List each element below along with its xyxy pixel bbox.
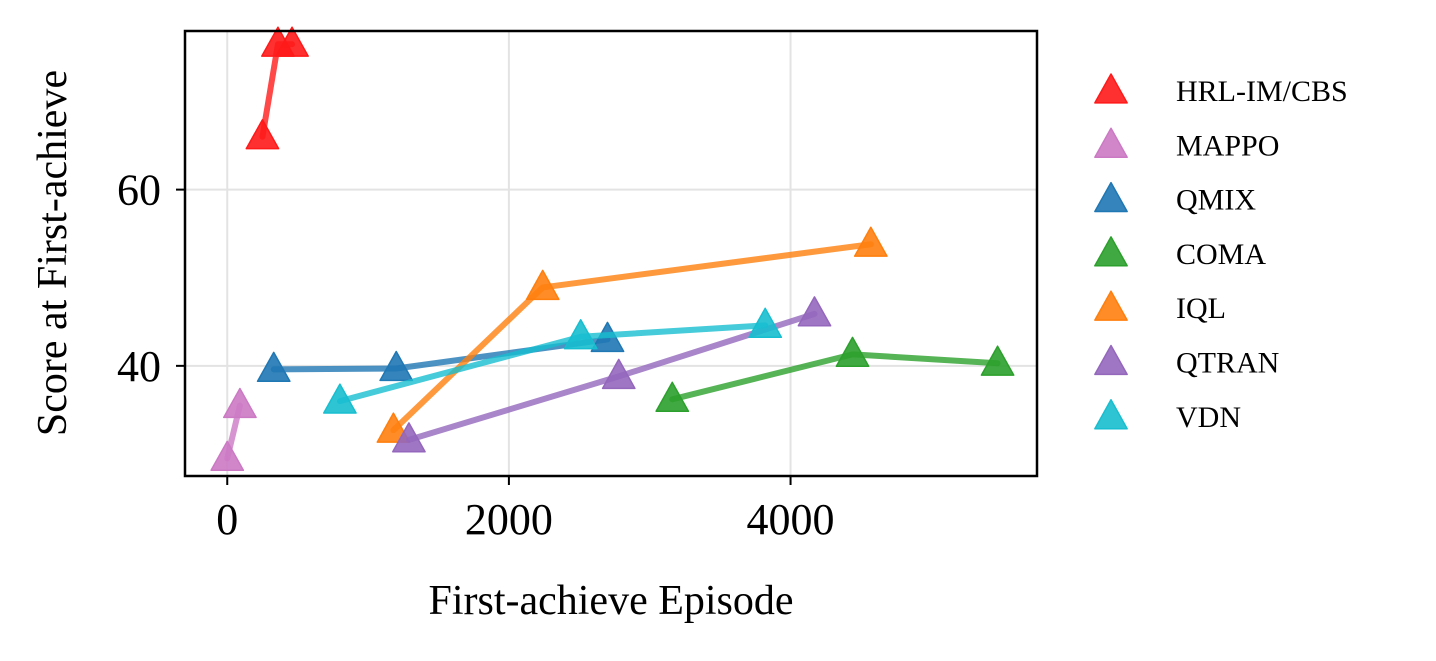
y-tick-label: 60 <box>117 166 161 215</box>
legend-label: QMIX <box>1176 184 1256 217</box>
series-hrl-im-cbs <box>245 26 309 150</box>
data-point-coma <box>835 336 870 368</box>
data-point-qtran <box>601 358 636 390</box>
x-tick-label: 4000 <box>747 495 835 544</box>
series-line-iql <box>390 241 874 434</box>
data-point-mappo <box>223 387 257 419</box>
axis-ticks: 0 2000 4000 40 60 <box>117 166 835 544</box>
legend-item-iql: IQL <box>1094 290 1226 325</box>
legend-label: IQL <box>1176 292 1226 325</box>
legend-marker <box>1094 236 1128 267</box>
legend: HRL-IM/CBS MAPPO QMIX COMA IQL QTRAN VDN <box>1094 73 1348 434</box>
data-point-vdn <box>323 383 357 414</box>
legend-label: COMA <box>1176 238 1266 271</box>
grid <box>185 31 1037 476</box>
data-point-coma <box>655 381 690 412</box>
legend-item-vdn: VDN <box>1094 399 1241 434</box>
y-axis-title: Score at First-achieve <box>30 70 76 436</box>
series-qtran <box>392 296 832 453</box>
series-line-hrl-im-cbs <box>259 41 296 140</box>
data-point-qtran <box>392 422 426 453</box>
data-point-iql <box>525 269 560 301</box>
legend-label: QTRAN <box>1176 347 1279 380</box>
x-tick-label: 2000 <box>465 495 553 544</box>
legend-marker <box>1094 399 1128 430</box>
data-point-qmix <box>379 350 414 382</box>
data-point-mappo <box>210 440 245 472</box>
data-point-qtran <box>797 296 832 327</box>
y-tick-label: 40 <box>117 342 161 391</box>
data-point-vdn <box>563 319 598 350</box>
legend-label: HRL-IM/CBS <box>1176 75 1348 108</box>
series-line-coma <box>669 351 1001 403</box>
legend-marker <box>1094 344 1128 376</box>
legend-marker <box>1094 127 1128 158</box>
data-point-coma <box>980 345 1015 376</box>
data-point-vdn <box>748 307 783 338</box>
series-vdn <box>323 307 783 414</box>
series-iql <box>376 226 888 443</box>
legend-label: MAPPO <box>1176 129 1279 162</box>
legend-marker <box>1094 181 1128 213</box>
x-axis-title: First-achieve Episode <box>428 578 793 624</box>
data-point-iql <box>853 226 888 257</box>
legend-item-coma: COMA <box>1094 236 1266 271</box>
series-mappo <box>210 387 257 472</box>
legend-item-qmix: QMIX <box>1094 181 1256 217</box>
plot-area-frame <box>183 29 1039 478</box>
legend-marker <box>1094 290 1128 321</box>
series-coma <box>655 336 1015 412</box>
legend-item-mappo: MAPPO <box>1094 127 1279 162</box>
data-point-qmix <box>256 351 291 383</box>
data-point-hrl-im-cbs <box>245 118 280 150</box>
legend-marker <box>1094 73 1128 104</box>
x-tick-label: 0 <box>216 495 238 544</box>
legend-label: VDN <box>1176 401 1241 434</box>
data-point-hrl-im-cbs <box>275 26 309 57</box>
series-layer <box>210 26 1015 472</box>
legend-item-qtran: QTRAN <box>1094 344 1279 380</box>
legend-item-hrl-im-cbs: HRL-IM/CBS <box>1094 73 1348 108</box>
